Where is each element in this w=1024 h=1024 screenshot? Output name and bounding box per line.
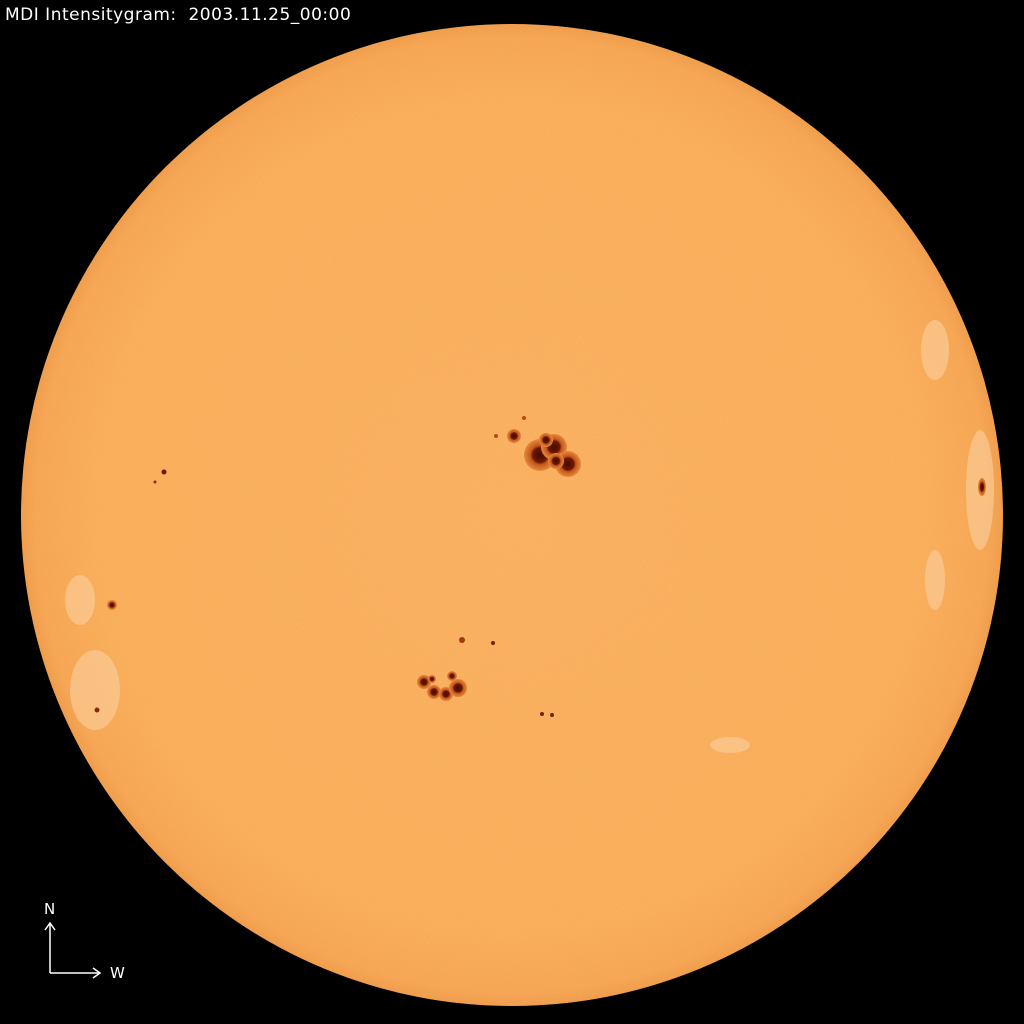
- west-label: W: [110, 964, 125, 982]
- sunspot-group-central-south: [417, 637, 554, 717]
- granulation-texture: [21, 24, 1003, 1006]
- sunspot-west-limb: [978, 478, 986, 496]
- image-title: MDI Intensitygram: 2003.11.25_00:00: [5, 5, 352, 25]
- north-label: N: [44, 900, 55, 918]
- sunspot-group-central-north: [494, 416, 581, 477]
- compass: [44, 921, 102, 979]
- sunspot-group-east: [94, 469, 167, 713]
- north-arrow-icon: [44, 921, 56, 973]
- west-arrow-icon: [50, 967, 102, 979]
